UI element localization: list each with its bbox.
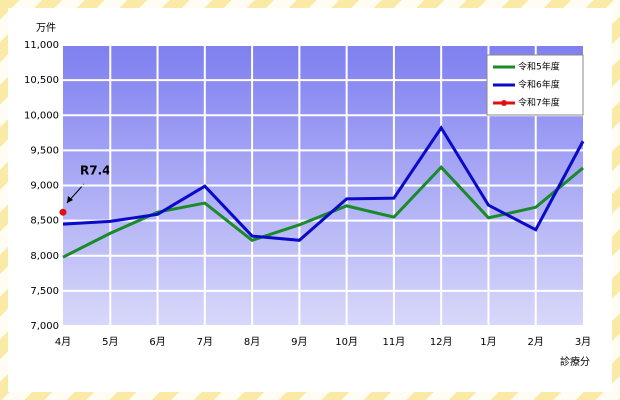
x-tick-label: 12月 — [430, 336, 453, 348]
y-unit-label: 万件 — [36, 22, 56, 34]
y-tick-label: 7,500 — [30, 286, 59, 297]
x-axis-label: 診療分 — [560, 355, 590, 368]
series-line — [62, 125, 585, 242]
x-tick-label: 10月 — [335, 336, 358, 348]
x-tick-label: 4月 — [55, 336, 71, 348]
y-tick-label: 8,500 — [30, 216, 59, 227]
y-tick-label: 9,000 — [30, 181, 59, 192]
x-tick-label: 9月 — [291, 336, 307, 348]
x-tick-label: 8月 — [244, 336, 260, 348]
x-tick-label: 6月 — [149, 336, 165, 348]
legend-label: 令和6年度 — [518, 79, 560, 91]
legend-label: 令和7年度 — [518, 97, 560, 109]
x-tick-label: 7月 — [197, 336, 213, 348]
annotation-arrowhead — [67, 196, 73, 203]
x-tick-label: 1月 — [480, 336, 496, 348]
series-point — [59, 208, 67, 216]
annotation: R7.4 — [80, 164, 111, 178]
x-tick-label: 2月 — [528, 336, 544, 348]
y-tick-label: 10,500 — [24, 75, 59, 86]
legend-label: 令和5年度 — [518, 61, 560, 73]
x-tick-label: 11月 — [383, 336, 406, 348]
y-tick-label: 8,000 — [30, 251, 59, 262]
x-tick-label: 3月 — [575, 336, 591, 348]
y-tick-label: 10,000 — [24, 110, 59, 121]
x-tick-label: 5月 — [102, 336, 118, 348]
y-tick-label: 11,000 — [24, 40, 59, 51]
y-tick-label: 9,500 — [30, 145, 59, 156]
legend-marker — [501, 100, 507, 106]
y-tick-label: 7,000 — [30, 321, 59, 332]
